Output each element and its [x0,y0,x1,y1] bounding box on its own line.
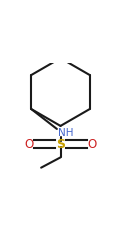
Text: S: S [56,138,65,151]
Text: NH: NH [58,127,73,138]
Text: O: O [24,138,34,151]
Text: O: O [87,138,97,151]
